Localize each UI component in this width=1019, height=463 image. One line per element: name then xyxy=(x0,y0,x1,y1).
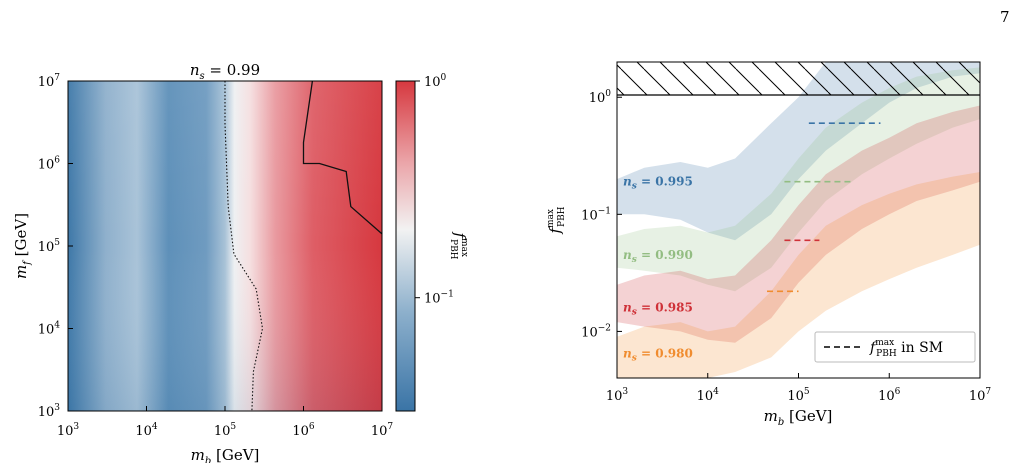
band-red xyxy=(617,105,980,343)
heatmap-title: ns = 0.99 xyxy=(190,61,260,82)
colorbar-ticks: 10−1 100 xyxy=(415,73,454,307)
band-x-tick-label: 104 xyxy=(697,387,720,404)
heatmap-y-label: mf [GeV] xyxy=(12,213,33,279)
heatmap-y-tick-label: 103 xyxy=(38,403,61,420)
hatched-region xyxy=(617,62,980,95)
band-y-label: fmaxPBH xyxy=(546,206,567,234)
band-x-tick-label: 103 xyxy=(606,387,629,404)
band-x-tick-label: 105 xyxy=(787,387,810,404)
colorbar-tick-label: 100 xyxy=(424,73,447,90)
colorbar-label: fmaxPBH xyxy=(448,231,469,259)
band-y-tick-label: 100 xyxy=(589,89,612,106)
heatmap-x-tick-label: 104 xyxy=(135,422,158,439)
band-green xyxy=(617,67,980,292)
band-orange xyxy=(617,172,980,378)
band-x-ticks: 103 104 105 106 107 xyxy=(606,373,992,404)
heatmap-chart: ns = 0.99 103 104 105 106 107 10310410510610… xyxy=(12,61,469,463)
heatmap-y-tick-label: 105 xyxy=(38,238,61,255)
series-label-orange: ns = 0.980 xyxy=(623,346,693,363)
band-y-tick-label: 10−1 xyxy=(581,206,611,223)
band-x-label: mb [GeV] xyxy=(764,407,833,428)
heatmap-x-tick-label: 103 xyxy=(57,422,80,439)
colorbar-tick-label: 10−1 xyxy=(424,290,454,307)
heatmap-y-ticks: 103 104 105 106 107 xyxy=(38,73,73,420)
band-y-ticks: 10−2 10−1 100 xyxy=(581,89,622,340)
series-labels: ns = 0.995 ns = 0.990 ns = 0.985 ns = 0.980 xyxy=(623,175,693,364)
heatmap-x-tick-label: 107 xyxy=(371,422,394,439)
contour-dotted xyxy=(224,81,264,411)
series-label-green: ns = 0.990 xyxy=(623,248,693,265)
series-label-blue: ns = 0.995 xyxy=(623,175,693,192)
band-y-tick-label: 10−2 xyxy=(581,323,611,340)
legend: fmax PBH in SM xyxy=(814,331,976,363)
sm-lines xyxy=(767,122,881,293)
colorbar xyxy=(395,80,416,412)
heatmap-y-tick-label: 106 xyxy=(38,156,61,173)
heatmap-x-ticks: 103 104 105 106 107 xyxy=(57,406,394,439)
series-label-red: ns = 0.985 xyxy=(623,301,693,318)
contour-solid xyxy=(302,81,382,235)
heatmap-x-tick-label: 106 xyxy=(292,422,315,439)
heatmap-x-label: mb [GeV] xyxy=(191,446,260,463)
band-x-tick-label: 106 xyxy=(878,387,901,404)
legend-label: fmax PBH in SM xyxy=(869,338,943,359)
band-blue xyxy=(617,62,980,241)
bands xyxy=(617,62,980,378)
band-x-tick-label: 107 xyxy=(969,387,992,404)
legend-box xyxy=(814,331,976,363)
page-number: 7 xyxy=(1000,8,1010,26)
heatmap-y-tick-label: 107 xyxy=(38,73,61,90)
heatmap-shade xyxy=(68,81,382,411)
heatmap-x-tick-label: 105 xyxy=(214,422,237,439)
heatmap-y-tick-label: 104 xyxy=(38,321,61,338)
